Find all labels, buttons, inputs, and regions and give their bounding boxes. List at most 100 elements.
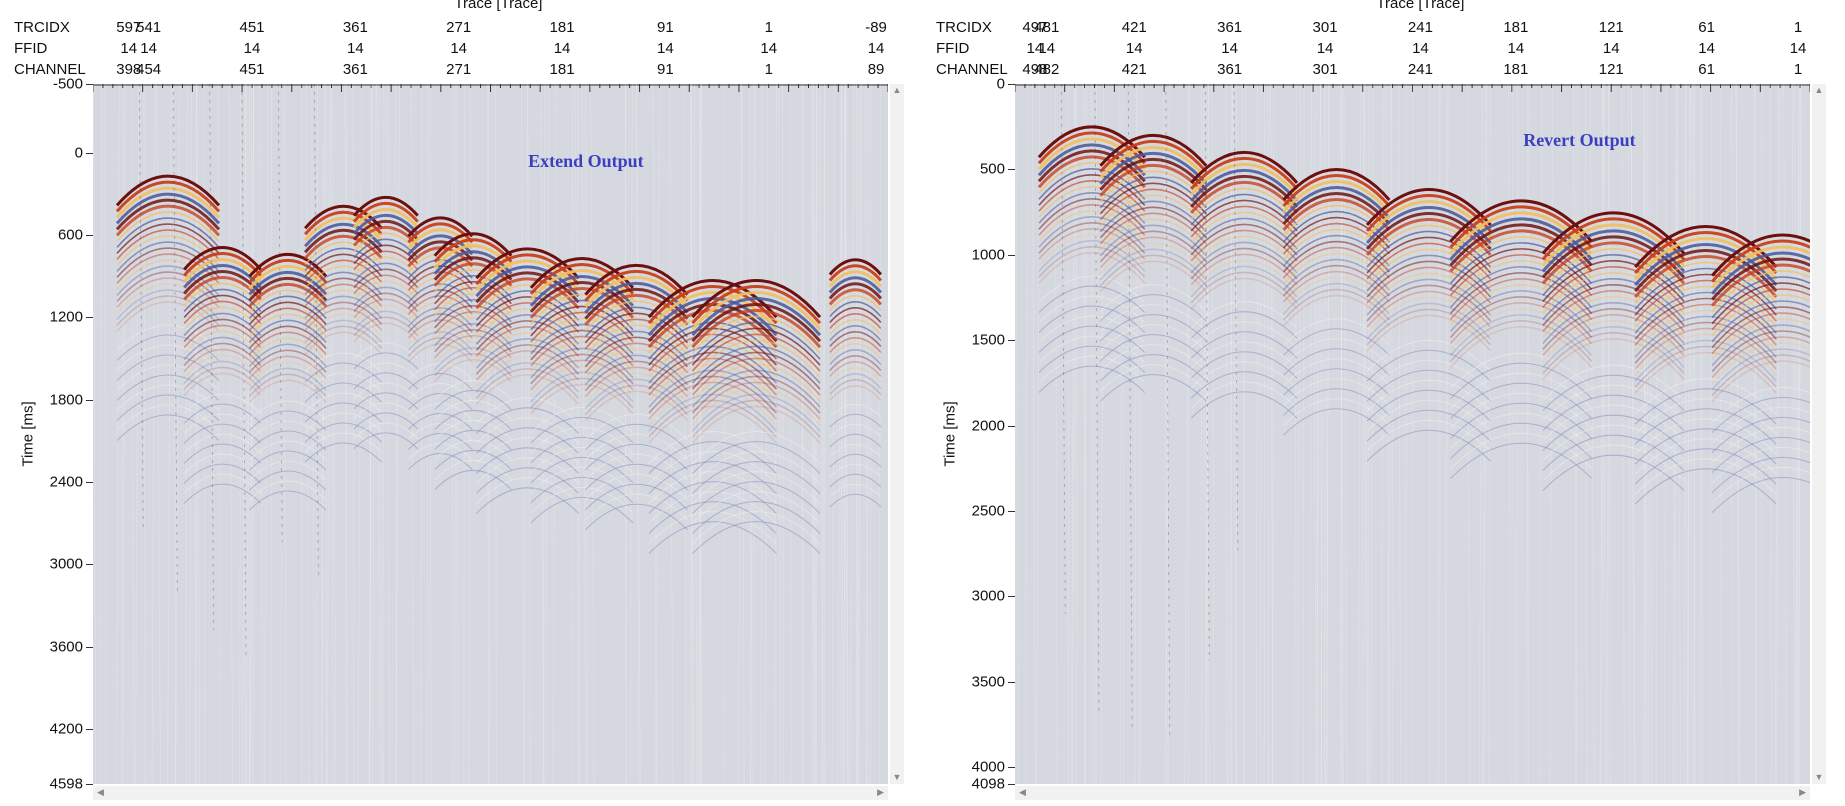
seismic-plot-area[interactable]: [93, 84, 888, 784]
noise-trace: [749, 84, 752, 784]
y-tick-label: 1200: [49, 308, 83, 326]
header-value: 14: [1412, 40, 1429, 57]
event-wavelet: [1190, 271, 1298, 304]
event-coda: [1711, 406, 1810, 443]
event-wavelet: [183, 360, 262, 384]
event-wavelet: [475, 374, 580, 405]
noise-trace: [194, 84, 198, 784]
event-wavelet: [691, 296, 822, 337]
noise-trace: [1315, 84, 1319, 784]
event-wavelet: [407, 283, 473, 303]
scroll-right-icon[interactable]: ▶: [1799, 787, 1806, 797]
event-wavelet: [116, 295, 220, 326]
event-coda: [1634, 428, 1777, 465]
scroll-down-icon[interactable]: ▼: [892, 772, 902, 782]
event-wavelet: [530, 305, 634, 337]
noise-trace: [1015, 84, 1019, 784]
event-wavelet: [1099, 194, 1207, 227]
event-wavelet: [1542, 266, 1685, 308]
event-wavelet: [304, 301, 383, 325]
event-wavelet: [248, 313, 327, 337]
event-wavelet: [115, 192, 221, 225]
event-coda: [1038, 315, 1146, 343]
event-coda: [1711, 476, 1810, 513]
seismic-event: [584, 263, 689, 531]
horizontal-scrollbar[interactable]: ◀ ▶: [1015, 786, 1810, 800]
event-coda: [353, 382, 419, 400]
event-coda: [1711, 416, 1810, 453]
event-wavelet: [584, 318, 689, 350]
scroll-up-icon[interactable]: ▲: [892, 85, 902, 95]
scroll-left-icon[interactable]: ◀: [97, 787, 104, 797]
header-value: 497: [1022, 19, 1048, 36]
event-wavelet: [1190, 223, 1298, 256]
y-tick-mark: [86, 317, 93, 319]
header-row-label-trcidx: TRCIDX: [936, 19, 992, 36]
event-wavelet: [1099, 260, 1207, 293]
panel-title: Revert Output: [1523, 130, 1636, 150]
header-value: 361: [1217, 61, 1243, 78]
event-wavelet: [115, 174, 221, 207]
event-wavelet: [475, 368, 580, 399]
event-wavelet: [407, 307, 473, 327]
event-wavelet: [1634, 261, 1777, 304]
noisy-trace: [172, 84, 178, 596]
event-wavelet: [1711, 288, 1810, 331]
header-value: 91: [657, 61, 674, 78]
event-wavelet: [691, 339, 821, 378]
noise-trace: [824, 84, 826, 784]
scroll-left-icon[interactable]: ◀: [1019, 787, 1026, 797]
noise-trace: [527, 84, 531, 784]
event-wavelet: [1542, 260, 1685, 302]
event-wavelet: [248, 343, 327, 367]
event-coda: [1283, 328, 1390, 356]
noise-trace: [1794, 84, 1798, 784]
event-wavelet: [1542, 308, 1685, 350]
event-coda: [1634, 448, 1777, 485]
event-coda: [434, 449, 512, 470]
event-coda: [1038, 345, 1146, 373]
event-wavelet: [434, 323, 512, 347]
event-coda: [249, 410, 327, 431]
noise-trace: [1225, 84, 1228, 784]
event-wavelet: [829, 385, 882, 401]
y-tick-label: 3000: [49, 555, 83, 573]
event-coda: [1283, 368, 1390, 396]
event-coda: [476, 427, 579, 454]
noise-trace: [1445, 84, 1449, 784]
event-wavelet: [584, 372, 689, 404]
vertical-scrollbar[interactable]: ▲ ▼: [1812, 84, 1826, 784]
event-wavelet: [828, 264, 883, 282]
event-wavelet: [529, 286, 635, 319]
noise-trace: [1187, 84, 1190, 784]
event-wavelet: [1634, 291, 1777, 334]
event-wavelet: [353, 304, 419, 325]
noise-trace: [1232, 84, 1237, 784]
event-wavelet: [648, 381, 778, 420]
scroll-right-icon[interactable]: ▶: [877, 787, 884, 797]
header-value: 181: [1503, 19, 1529, 36]
event-coda: [249, 420, 327, 441]
horizontal-scrollbar[interactable]: ◀ ▶: [93, 786, 888, 800]
scroll-down-icon[interactable]: ▼: [1814, 772, 1824, 782]
event-wavelet: [529, 274, 635, 307]
y-tick-label: 4098: [971, 775, 1005, 793]
event-coda: [1450, 422, 1592, 459]
event-wavelet: [1711, 233, 1810, 277]
event-wavelet: [183, 354, 262, 378]
seismic-plot-area[interactable]: [1015, 84, 1810, 784]
event-coda: [1634, 408, 1777, 445]
noise-trace: [1608, 84, 1611, 784]
noise-trace: [843, 84, 848, 784]
seismic-event: [1037, 125, 1146, 393]
header-value: 301: [1312, 19, 1338, 36]
event-wavelet: [1365, 188, 1492, 226]
event-coda: [1450, 352, 1592, 389]
scroll-up-icon[interactable]: ▲: [1814, 85, 1824, 95]
event-coda: [1542, 404, 1685, 441]
event-coda: [1711, 426, 1810, 463]
vertical-scrollbar[interactable]: ▲ ▼: [890, 84, 904, 784]
event-coda: [1542, 374, 1685, 411]
y-tick-mark: [86, 646, 93, 648]
event-wavelet: [115, 198, 221, 231]
